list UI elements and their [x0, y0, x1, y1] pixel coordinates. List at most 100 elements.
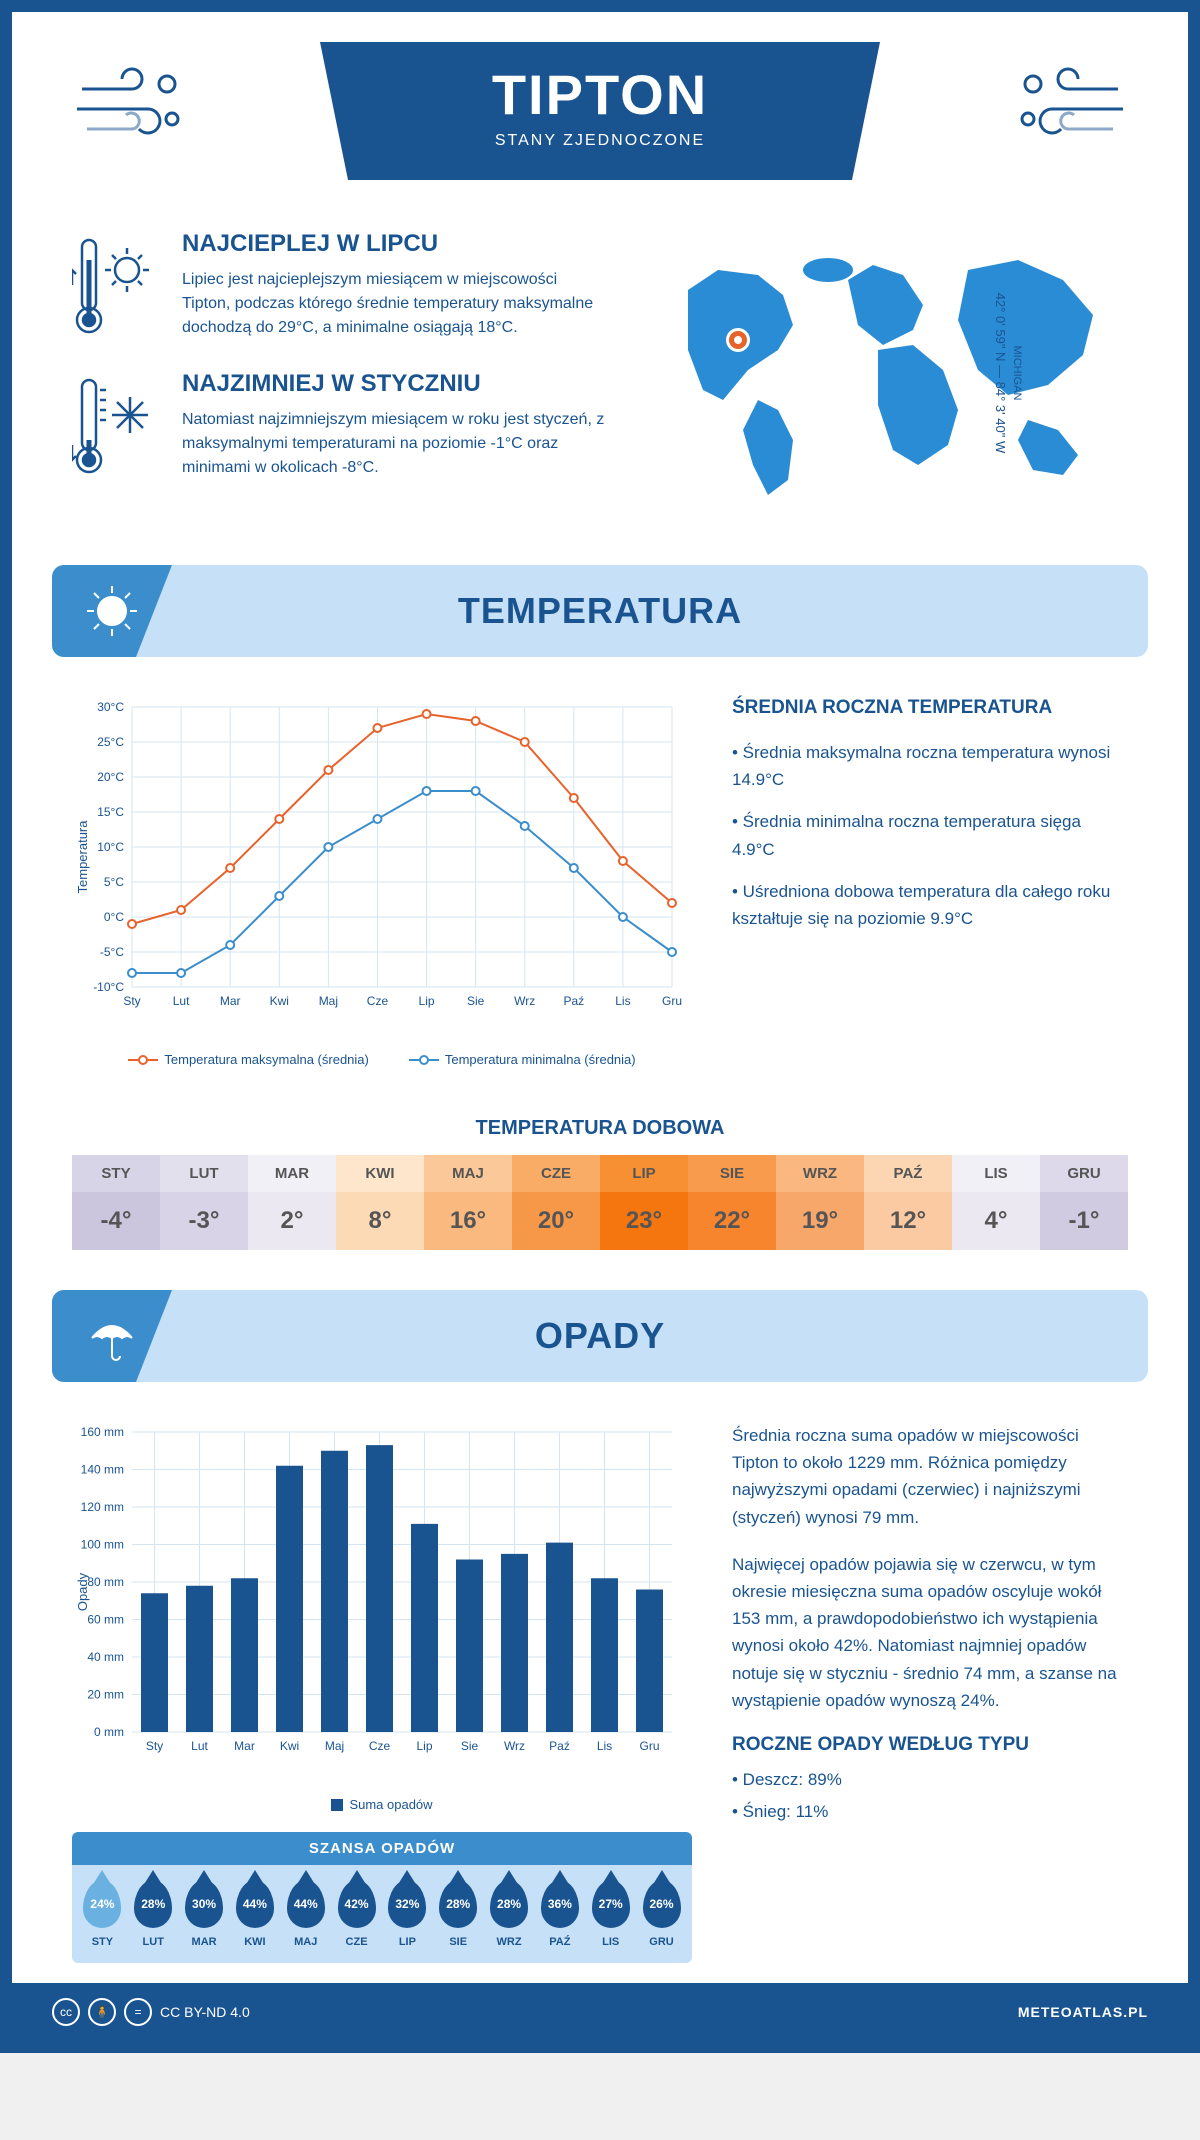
svg-text:20°C: 20°C	[97, 770, 124, 784]
title-banner: TIPTON STANY ZJEDNOCZONE	[320, 42, 880, 180]
site-name: METEOATLAS.PL	[1018, 2004, 1148, 2020]
svg-text:Wrz: Wrz	[514, 994, 535, 1008]
svg-text:Lip: Lip	[419, 994, 435, 1008]
daily-temp-cell: LUT -3°	[160, 1155, 248, 1250]
header: TIPTON STANY ZJEDNOCZONE	[12, 12, 1188, 200]
chance-drop: .drop:nth-child(8) .drop-shape::before{b…	[433, 1880, 484, 1948]
chance-title: SZANSA OPADÓW	[72, 1832, 692, 1865]
daily-temp-cell: LIS 4°	[952, 1155, 1040, 1250]
wind-icon-left	[72, 64, 192, 159]
infographic-page: TIPTON STANY ZJEDNOCZONE	[0, 0, 1200, 2053]
temp-info-title: ŚREDNIA ROCZNA TEMPERATURA	[732, 697, 1128, 719]
svg-text:Lut: Lut	[173, 994, 190, 1008]
precipitation-header: OPADY	[52, 1290, 1148, 1382]
svg-text:Sie: Sie	[461, 1739, 479, 1753]
daily-temp-cell: GRU -1°	[1040, 1155, 1128, 1250]
nd-icon: =	[124, 1998, 152, 2026]
sun-icon	[52, 565, 172, 657]
chance-drop: .drop:nth-child(10) .drop-shape::before{…	[534, 1880, 585, 1948]
svg-text:160 mm: 160 mm	[81, 1425, 124, 1439]
precip-rain: • Deszcz: 89%	[732, 1766, 1128, 1793]
svg-text:140 mm: 140 mm	[81, 1463, 124, 1477]
svg-text:0 mm: 0 mm	[94, 1725, 124, 1739]
chance-drop: .drop:nth-child(3) .drop-shape::before{b…	[179, 1880, 230, 1948]
svg-text:-10°C: -10°C	[93, 980, 124, 994]
svg-text:120 mm: 120 mm	[81, 1500, 124, 1514]
cc-icon: cc	[52, 1998, 80, 2026]
svg-text:Paź: Paź	[549, 1739, 570, 1753]
precip-snow: • Śnieg: 11%	[732, 1798, 1128, 1825]
coordinates: MICHIGAN 42° 0' 59" N — 84° 3' 40" W	[993, 223, 1023, 523]
svg-text:30°C: 30°C	[97, 700, 124, 714]
daily-temp-cell: SIE 22°	[688, 1155, 776, 1250]
city-title: TIPTON	[400, 62, 800, 127]
temp-info-b3: • Uśredniona dobowa temperatura dla całe…	[732, 878, 1128, 932]
svg-text:Gru: Gru	[662, 994, 682, 1008]
precipitation-chart: 0 mm20 mm40 mm60 mm80 mm100 mm120 mm140 …	[72, 1422, 692, 1812]
chance-drop: .drop:nth-child(4) .drop-shape::before{b…	[229, 1880, 280, 1948]
svg-text:25°C: 25°C	[97, 735, 124, 749]
precip-chance-box: SZANSA OPADÓW .drop:nth-child(1) .drop-s…	[72, 1832, 692, 1963]
svg-text:-5°C: -5°C	[100, 945, 124, 959]
svg-text:Gru: Gru	[639, 1739, 659, 1753]
svg-text:Opady: Opady	[75, 1572, 90, 1611]
chance-drop: .drop:nth-child(6) .drop-shape::before{b…	[331, 1880, 382, 1948]
temperature-header: TEMPERATURA	[52, 565, 1148, 657]
thermometer-cold-icon	[72, 370, 162, 480]
legend-min: Temperatura minimalna (średnia)	[445, 1052, 636, 1067]
chance-row: .drop:nth-child(1) .drop-shape::before{b…	[72, 1865, 692, 1963]
svg-text:Lis: Lis	[597, 1739, 612, 1753]
coldest-block: NAJZIMNIEJ W STYCZNIU Natomiast najzimni…	[72, 370, 608, 480]
svg-text:40 mm: 40 mm	[87, 1650, 124, 1664]
svg-text:Mar: Mar	[234, 1739, 255, 1753]
coldest-title: NAJZIMNIEJ W STYCZNIU	[182, 370, 608, 398]
svg-text:Kwi: Kwi	[280, 1739, 299, 1753]
world-map: MICHIGAN 42° 0' 59" N — 84° 3' 40" W	[648, 230, 1128, 515]
precipitation-title: OPADY	[52, 1315, 1148, 1357]
chance-drop: .drop:nth-child(5) .drop-shape::before{b…	[280, 1880, 331, 1948]
svg-text:Maj: Maj	[319, 994, 338, 1008]
precip-type-title: ROCZNE OPADY WEDŁUG TYPU	[732, 1734, 1128, 1756]
svg-text:0°C: 0°C	[104, 910, 124, 924]
precip-p1: Średnia roczna suma opadów w miejscowośc…	[732, 1422, 1128, 1531]
intro-section: NAJCIEPLEJ W LIPCU Lipiec jest najcieple…	[12, 200, 1188, 545]
daily-temp-cell: PAŹ 12°	[864, 1155, 952, 1250]
legend-max: Temperatura maksymalna (średnia)	[164, 1052, 368, 1067]
svg-text:Paź: Paź	[563, 994, 584, 1008]
daily-temp-cell: CZE 20°	[512, 1155, 600, 1250]
country-subtitle: STANY ZJEDNOCZONE	[400, 132, 800, 150]
intro-text-column: NAJCIEPLEJ W LIPCU Lipiec jest najcieple…	[72, 230, 608, 515]
daily-temp-title: TEMPERATURA DOBOWA	[12, 1117, 1188, 1140]
coldest-text: Natomiast najzimniejszym miesiącem w rok…	[182, 408, 608, 480]
svg-text:100 mm: 100 mm	[81, 1538, 124, 1552]
precipitation-content: 0 mm20 mm40 mm60 mm80 mm100 mm120 mm140 …	[12, 1402, 1188, 1983]
umbrella-icon	[52, 1290, 172, 1382]
hottest-title: NAJCIEPLEJ W LIPCU	[182, 230, 608, 258]
svg-text:Temperatura: Temperatura	[75, 820, 90, 894]
chance-drop: .drop:nth-child(7) .drop-shape::before{b…	[382, 1880, 433, 1948]
footer: cc 🧍 = CC BY-ND 4.0 METEOATLAS.PL	[12, 1983, 1188, 2041]
hottest-block: NAJCIEPLEJ W LIPCU Lipiec jest najcieple…	[72, 230, 608, 340]
precipitation-info: Średnia roczna suma opadów w miejscowośc…	[732, 1422, 1128, 1963]
temp-info-b2: • Średnia minimalna roczna temperatura s…	[732, 808, 1128, 862]
svg-text:Cze: Cze	[369, 1739, 391, 1753]
daily-temp-cell: KWI 8°	[336, 1155, 424, 1250]
svg-text:Lut: Lut	[191, 1739, 208, 1753]
temperature-info: ŚREDNIA ROCZNA TEMPERATURA • Średnia mak…	[732, 697, 1128, 1067]
precip-legend-label: Suma opadów	[349, 1797, 432, 1812]
svg-text:20 mm: 20 mm	[87, 1688, 124, 1702]
svg-text:60 mm: 60 mm	[87, 1613, 124, 1627]
by-icon: 🧍	[88, 1998, 116, 2026]
daily-temp-cell: STY -4°	[72, 1155, 160, 1250]
license-text: CC BY-ND 4.0	[160, 2004, 250, 2020]
svg-text:5°C: 5°C	[104, 875, 124, 889]
svg-text:Sty: Sty	[123, 994, 140, 1008]
svg-text:15°C: 15°C	[97, 805, 124, 819]
svg-text:Lip: Lip	[416, 1739, 432, 1753]
chance-drop: .drop:nth-child(2) .drop-shape::before{b…	[128, 1880, 179, 1948]
daily-temp-cell: MAR 2°	[248, 1155, 336, 1250]
precip-p2: Najwięcej opadów pojawia się w czerwcu, …	[732, 1551, 1128, 1714]
precip-left-column: 0 mm20 mm40 mm60 mm80 mm100 mm120 mm140 …	[72, 1422, 692, 1963]
license-block: cc 🧍 = CC BY-ND 4.0	[52, 1998, 250, 2026]
temperature-chart: -10°C-5°C0°C5°C10°C15°C20°C25°C30°CStyLu…	[72, 697, 692, 1067]
